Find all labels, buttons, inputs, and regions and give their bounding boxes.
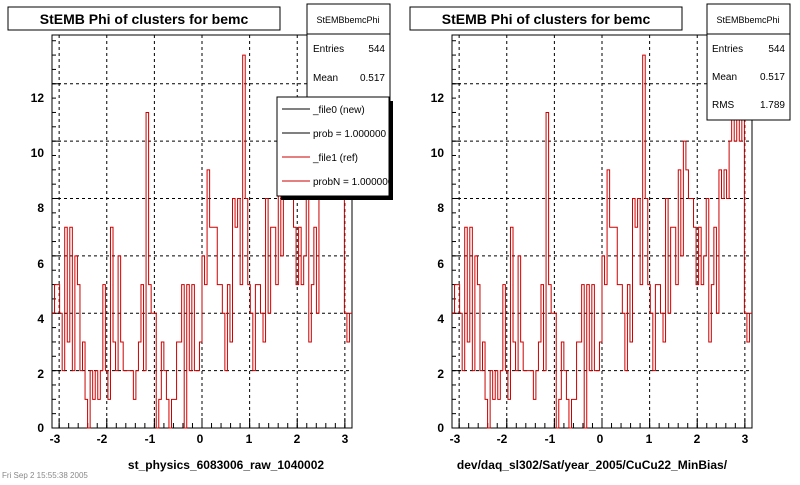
right-x-axis-label: dev/daq_sl302/Sat/year_2005/CuCu22_MinBi…: [457, 458, 728, 472]
right-y-tick-label-10: 10: [431, 146, 445, 160]
left-y-tick-label-6: 6: [37, 257, 44, 271]
left-x-tick-label-1: 1: [246, 432, 253, 446]
right-y-ticks: [452, 40, 461, 429]
right-frame: [451, 34, 753, 429]
right-y-tick-label-6: 6: [437, 257, 444, 271]
left-stats-box: StEMBbemcPhi Entries 544 Mean 0.517: [306, 3, 391, 115]
left-histogram-line: [52, 54, 352, 429]
right-y-tick-label-0: 0: [437, 421, 444, 435]
left-x-axis-label: st_physics_6083006_raw_1040002: [128, 458, 324, 472]
left-stats-mean-label: Mean: [313, 73, 338, 84]
right-histogram-line: [452, 54, 752, 429]
legend-label-new: _file0 (new): [312, 105, 365, 116]
left-y-tick-label-4: 4: [37, 312, 44, 326]
right-pad: 0 2 4 6 8 10 12 -3 -2 -1 0 1 2 3 dev/daq…: [409, 3, 791, 472]
right-y-tick-label-2: 2: [437, 367, 444, 381]
right-x-tick-label-m3: -3: [450, 432, 461, 446]
right-y-tick-label-12: 12: [431, 91, 445, 105]
left-x-tick-label-3: 3: [342, 432, 349, 446]
legend-label-probn: probN = 1.000000: [313, 177, 394, 188]
left-pad: 0 2 4 6 8 10 12 -3 -2 -1 0 1 2 3 st_phys…: [7, 3, 394, 472]
right-x-ticks: [458, 418, 746, 428]
right-stats-rms-value: 1.789: [760, 100, 785, 111]
right-stats-rms-label: RMS: [712, 100, 735, 111]
left-y-tick-label-0: 0: [37, 421, 44, 435]
left-y-tick-label-8: 8: [37, 201, 44, 215]
right-chart-title: StEMB Phi of clusters for bemc: [442, 11, 651, 27]
right-x-tick-label-1: 1: [646, 432, 653, 446]
right-stats-mean-label: Mean: [712, 72, 737, 83]
left-legend: _file0 (new) prob = 1.000000 _file1 (ref…: [276, 96, 394, 200]
left-x-tick-label-m1: -1: [145, 432, 156, 446]
left-stats-entries-value: 544: [368, 44, 385, 55]
right-stats-mean-value: 0.517: [760, 72, 785, 83]
footer-timestamp: Fri Sep 2 15:55:38 2005: [2, 471, 88, 480]
right-x-tick-label-m2: -2: [497, 432, 508, 446]
left-stats-name: StEMBbemcPhi: [316, 15, 379, 25]
right-x-tick-label-0: 0: [597, 432, 604, 446]
left-stats-mean-value: 0.517: [360, 73, 385, 84]
right-stats-entries-value: 544: [768, 44, 785, 55]
legend-label-ref: _file1 (ref): [312, 153, 358, 164]
left-x-tick-label-m2: -2: [97, 432, 108, 446]
left-x-tick-label-0: 0: [197, 432, 204, 446]
left-x-tick-label-m3: -3: [50, 432, 61, 446]
left-title-box: [7, 6, 281, 31]
right-y-tick-label-8: 8: [437, 201, 444, 215]
left-x-ticks: [58, 418, 346, 428]
left-chart-title: StEMB Phi of clusters for bemc: [40, 11, 249, 27]
left-x-tick-label-2: 2: [294, 432, 301, 446]
left-y-tick-label-2: 2: [37, 367, 44, 381]
right-x-tick-label-2: 2: [694, 432, 701, 446]
right-y-tick-label-4: 4: [437, 312, 444, 326]
right-stats-box: StEMBbemcPhi Entries 544 Mean 0.517 RMS …: [706, 3, 791, 121]
right-x-tick-label-m1: -1: [545, 432, 556, 446]
right-x-tick-label-3: 3: [742, 432, 749, 446]
legend-label-prob: prob = 1.000000: [313, 129, 387, 140]
left-y-tick-label-10: 10: [31, 146, 45, 160]
left-stats-entries-label: Entries: [313, 44, 344, 55]
right-stats-entries-label: Entries: [712, 44, 743, 55]
right-stats-name: StEMBbemcPhi: [716, 15, 779, 25]
right-title-box: [409, 6, 683, 31]
left-y-tick-label-12: 12: [31, 91, 45, 105]
